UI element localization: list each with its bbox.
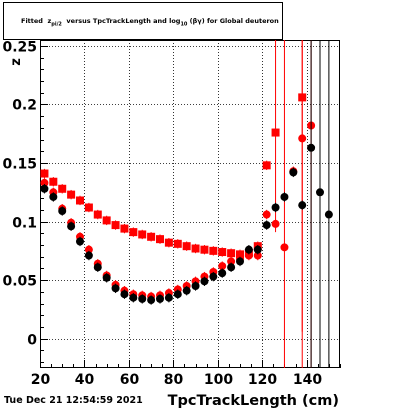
data-point-circle xyxy=(262,221,271,230)
y-tick-label: 0 xyxy=(27,333,37,349)
data-point-circle xyxy=(156,294,164,303)
data-point-square xyxy=(147,232,156,241)
data-point-circle xyxy=(298,134,307,143)
data-point-square xyxy=(120,224,129,233)
data-point-circle xyxy=(244,245,253,254)
data-point-circle xyxy=(218,262,227,271)
x-tick-label: 80 xyxy=(164,372,184,388)
data-point-circle xyxy=(316,188,324,197)
data-point-square xyxy=(58,184,67,193)
data-point-circle xyxy=(182,286,191,295)
y-tick-label: 0.2 xyxy=(12,98,37,114)
data-point-circle xyxy=(280,243,289,252)
data-point-circle xyxy=(244,251,253,260)
data-point-circle xyxy=(298,201,307,210)
data-point-square xyxy=(262,161,271,170)
data-point-circle xyxy=(111,284,120,293)
data-point-circle xyxy=(164,293,173,302)
y-tick-label: 0.15 xyxy=(2,157,37,173)
data-point-circle xyxy=(84,251,93,260)
data-point-circle xyxy=(40,178,49,187)
y-tick-label: 0.1 xyxy=(12,216,37,232)
data-marks xyxy=(40,40,333,368)
data-point-square xyxy=(102,216,111,225)
y-tick-label: 0.25 xyxy=(2,40,37,56)
data-point-square xyxy=(200,245,209,254)
x-axis-label: TpcTrackLength (cm) xyxy=(168,393,339,409)
data-point-circle xyxy=(84,245,93,254)
series-circle-black xyxy=(40,40,333,368)
grid xyxy=(40,40,340,368)
y-tick-label: 0.05 xyxy=(2,274,37,290)
chart-title: Fitted zpi/2 versus TpcTrackLength and l… xyxy=(21,17,279,28)
x-tick-label: 100 xyxy=(204,372,233,388)
data-point-circle xyxy=(147,296,156,305)
data-point-square xyxy=(40,169,49,178)
x-tick-label: 120 xyxy=(248,372,277,388)
data-point-circle xyxy=(200,277,209,286)
data-point-circle xyxy=(102,273,111,282)
x-tick-label: 60 xyxy=(120,372,140,388)
data-point-circle xyxy=(280,192,289,201)
data-point-circle xyxy=(76,237,84,246)
data-point-circle xyxy=(58,207,67,216)
data-point-square xyxy=(173,239,182,248)
data-point-square xyxy=(156,235,164,244)
data-point-circle xyxy=(289,168,298,177)
timestamp: Tue Dec 21 12:54:59 2021 xyxy=(4,395,143,406)
data-point-circle xyxy=(253,245,262,254)
data-point-circle xyxy=(209,272,218,281)
data-point-circle xyxy=(218,269,227,278)
data-point-square xyxy=(164,238,173,247)
data-point-square xyxy=(227,249,236,258)
axes: 20 40 60 80 100 120 140 0 0.05 0.1 0.15 0.2 0.25 xyxy=(2,40,341,388)
series-square-red xyxy=(40,40,307,332)
data-point-circle xyxy=(253,251,262,260)
data-point-square xyxy=(111,221,120,230)
data-point-square xyxy=(129,228,138,237)
data-point-circle xyxy=(93,263,102,272)
title-box: Fitted zpi/2 versus TpcTrackLength and l… xyxy=(3,2,283,40)
data-point-circle xyxy=(271,203,280,212)
data-point-circle xyxy=(40,184,49,193)
data-point-circle xyxy=(173,290,182,299)
x-tick-label: 20 xyxy=(31,372,51,388)
data-point-circle xyxy=(227,263,236,272)
data-point-square xyxy=(138,230,147,239)
x-tick-label: 40 xyxy=(75,372,95,388)
data-point-circle xyxy=(262,210,271,219)
data-point-circle xyxy=(271,219,280,228)
data-point-square xyxy=(84,203,93,212)
data-point-circle xyxy=(120,290,129,299)
data-point-square xyxy=(271,128,280,137)
data-point-circle xyxy=(138,294,147,303)
data-point-square xyxy=(209,246,218,255)
data-point-circle xyxy=(191,282,200,290)
data-point-circle xyxy=(49,192,58,201)
data-point-circle xyxy=(227,257,236,266)
data-point-circle xyxy=(307,143,316,152)
data-point-circle xyxy=(67,222,76,231)
data-point-square xyxy=(49,177,58,186)
data-point-square xyxy=(218,248,227,257)
data-point-square xyxy=(76,196,84,205)
data-point-square xyxy=(191,244,200,253)
data-point-square xyxy=(93,210,102,219)
data-point-square xyxy=(182,242,191,251)
data-point-circle xyxy=(129,293,138,302)
frame xyxy=(40,40,340,368)
data-point-circle xyxy=(236,257,244,266)
data-point-circle xyxy=(324,210,333,219)
y-axis-label: z xyxy=(9,58,24,66)
x-tick-label: 140 xyxy=(293,372,322,388)
data-point-square xyxy=(67,190,76,199)
